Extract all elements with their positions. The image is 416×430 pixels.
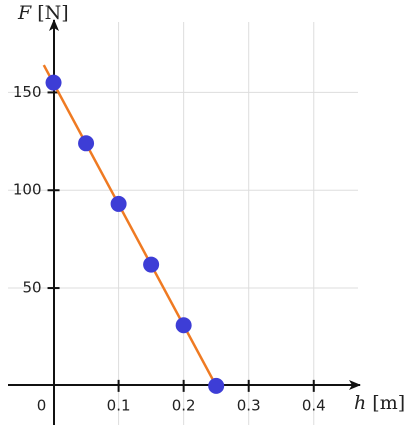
x-unit: [m]	[372, 392, 405, 414]
y-unit: [N]	[37, 2, 68, 24]
x-tick-label: 0.2	[172, 396, 196, 414]
y-axis-label: F [N]	[17, 2, 69, 24]
x-tick-label: 0	[37, 396, 47, 414]
point	[78, 135, 95, 152]
y-tick-label: 50	[22, 279, 41, 297]
point	[45, 74, 62, 91]
y-tick-label: 150	[13, 83, 42, 101]
fit-line	[42, 64, 218, 387]
x-tick-label: 0.3	[237, 396, 261, 414]
y-symbol: F	[17, 2, 32, 24]
point	[175, 317, 192, 334]
x-tick-label: 0.1	[107, 396, 131, 414]
x-symbol: h	[354, 392, 366, 414]
point	[208, 377, 225, 394]
grid	[8, 22, 358, 425]
point	[110, 195, 127, 212]
y-tick-label: 100	[13, 181, 42, 199]
point	[143, 256, 160, 273]
x-tick-label: 0.4	[302, 396, 326, 414]
x-axis-label: h [m]	[354, 392, 405, 414]
